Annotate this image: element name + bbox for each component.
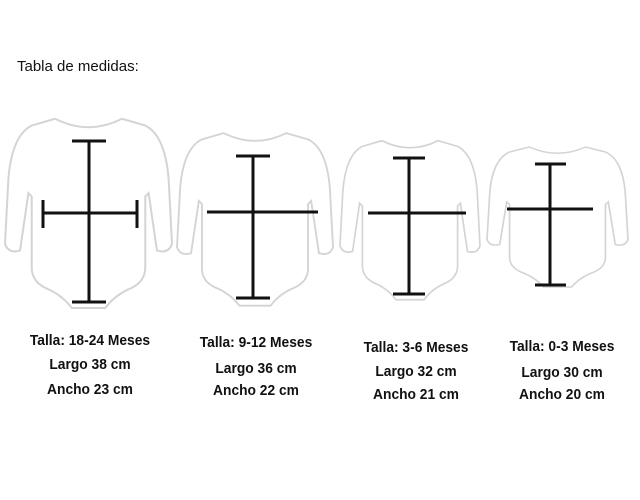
- bodysuit-0-3: [486, 146, 629, 288]
- size-label-9-12: Talla: 9-12 Meses: [199, 334, 313, 351]
- size-label-3-6: Talla: 3-6 Meses: [363, 339, 469, 356]
- width-0-3: Ancho 20 cm: [519, 386, 605, 403]
- size-label-18-24: Talla: 18-24 Meses: [29, 332, 151, 349]
- length-18-24: Largo 38 cm: [49, 356, 131, 373]
- size-label-0-3: Talla: 0-3 Meses: [509, 338, 615, 355]
- measure-9-12: [207, 154, 318, 300]
- bodysuit-9-12: [176, 132, 334, 307]
- length-0-3: Largo 30 cm: [521, 364, 603, 381]
- measure-lines: [41, 139, 593, 304]
- chart-title: Tabla de medidas:: [17, 58, 139, 75]
- measure-18-24: [41, 139, 139, 304]
- width-18-24: Ancho 23 cm: [47, 381, 133, 398]
- length-3-6: Largo 32 cm: [375, 363, 457, 380]
- length-9-12: Largo 36 cm: [215, 360, 297, 377]
- measure-3-6: [368, 156, 466, 296]
- width-9-12: Ancho 22 cm: [213, 382, 299, 399]
- measure-0-3: [507, 162, 593, 287]
- width-3-6: Ancho 21 cm: [373, 386, 459, 403]
